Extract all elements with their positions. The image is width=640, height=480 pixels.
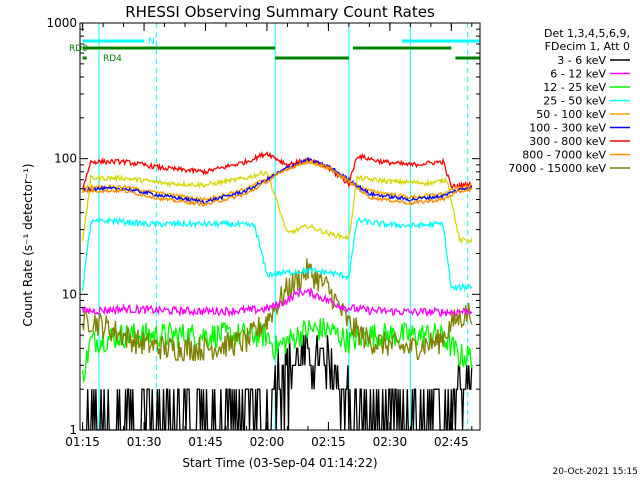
x-axis: 01:15 01:30 01:45 02:00 02:15 02:30 02:45 <box>65 23 473 449</box>
series-line <box>81 169 473 245</box>
series-line <box>81 286 473 318</box>
legend-header: FDecim 1, Att 0 <box>545 40 630 53</box>
series-line <box>81 216 473 293</box>
y-axis: 1 10 100 1000 <box>46 16 480 437</box>
legend-entry-label: 6 - 12 keV <box>550 68 606 81</box>
x-tick-label: 01:30 <box>127 435 162 449</box>
x-tick-label: 02:15 <box>311 435 346 449</box>
series-line <box>81 159 473 207</box>
legend-entry-label: 100 - 300 keV <box>529 122 606 135</box>
y-tick-label: 1 <box>69 423 77 437</box>
y-tick-label: 1000 <box>46 16 77 30</box>
x-tick-label: 02:30 <box>373 435 408 449</box>
state-bars: N RD0 RD4 <box>69 37 480 64</box>
legend-entry-label: 50 - 100 keV <box>536 108 606 121</box>
series-line <box>82 334 473 431</box>
legend-entry-label: 12 - 25 keV <box>543 81 606 94</box>
x-tick-label: 01:15 <box>65 435 100 449</box>
series-line <box>82 156 473 205</box>
series-line <box>81 258 473 362</box>
x-tick-label: 01:45 <box>188 435 223 449</box>
legend-entry-label: 3 - 6 keV <box>557 54 606 67</box>
x-tick-label: 02:45 <box>434 435 469 449</box>
series-group <box>81 150 473 431</box>
y-tick-label: 100 <box>54 152 77 166</box>
state-bar-label: RD0 <box>69 44 88 54</box>
date-stamp: 20-Oct-2021 15:15 <box>553 467 638 477</box>
plot-frame <box>79 22 481 431</box>
series-line <box>81 150 473 191</box>
state-bar-label: N <box>148 37 155 47</box>
x-tick-label: 02:00 <box>250 435 285 449</box>
legend-header: Det 1,3,4,5,6,9, <box>544 27 630 40</box>
legend-entry-label: 7000 - 15000 keV <box>508 162 606 175</box>
legend-entry-label: 800 - 7000 keV <box>522 149 606 162</box>
y-axis-label: Count Rate (s⁻¹ detector⁻¹) <box>21 163 35 326</box>
series-line <box>81 317 473 384</box>
chart-title: RHESSI Observing Summary Count Rates <box>125 3 435 21</box>
legend-entry-label: 25 - 50 keV <box>543 95 606 108</box>
x-axis-label: Start Time (03-Sep-04 01:14:22) <box>182 456 377 470</box>
y-tick-label: 10 <box>62 287 77 301</box>
legend: Det 1,3,4,5,6,9,FDecim 1, Att 03 - 6 keV… <box>508 27 630 175</box>
state-bar-label: RD4 <box>103 54 122 64</box>
legend-entry-label: 300 - 800 keV <box>529 135 606 148</box>
